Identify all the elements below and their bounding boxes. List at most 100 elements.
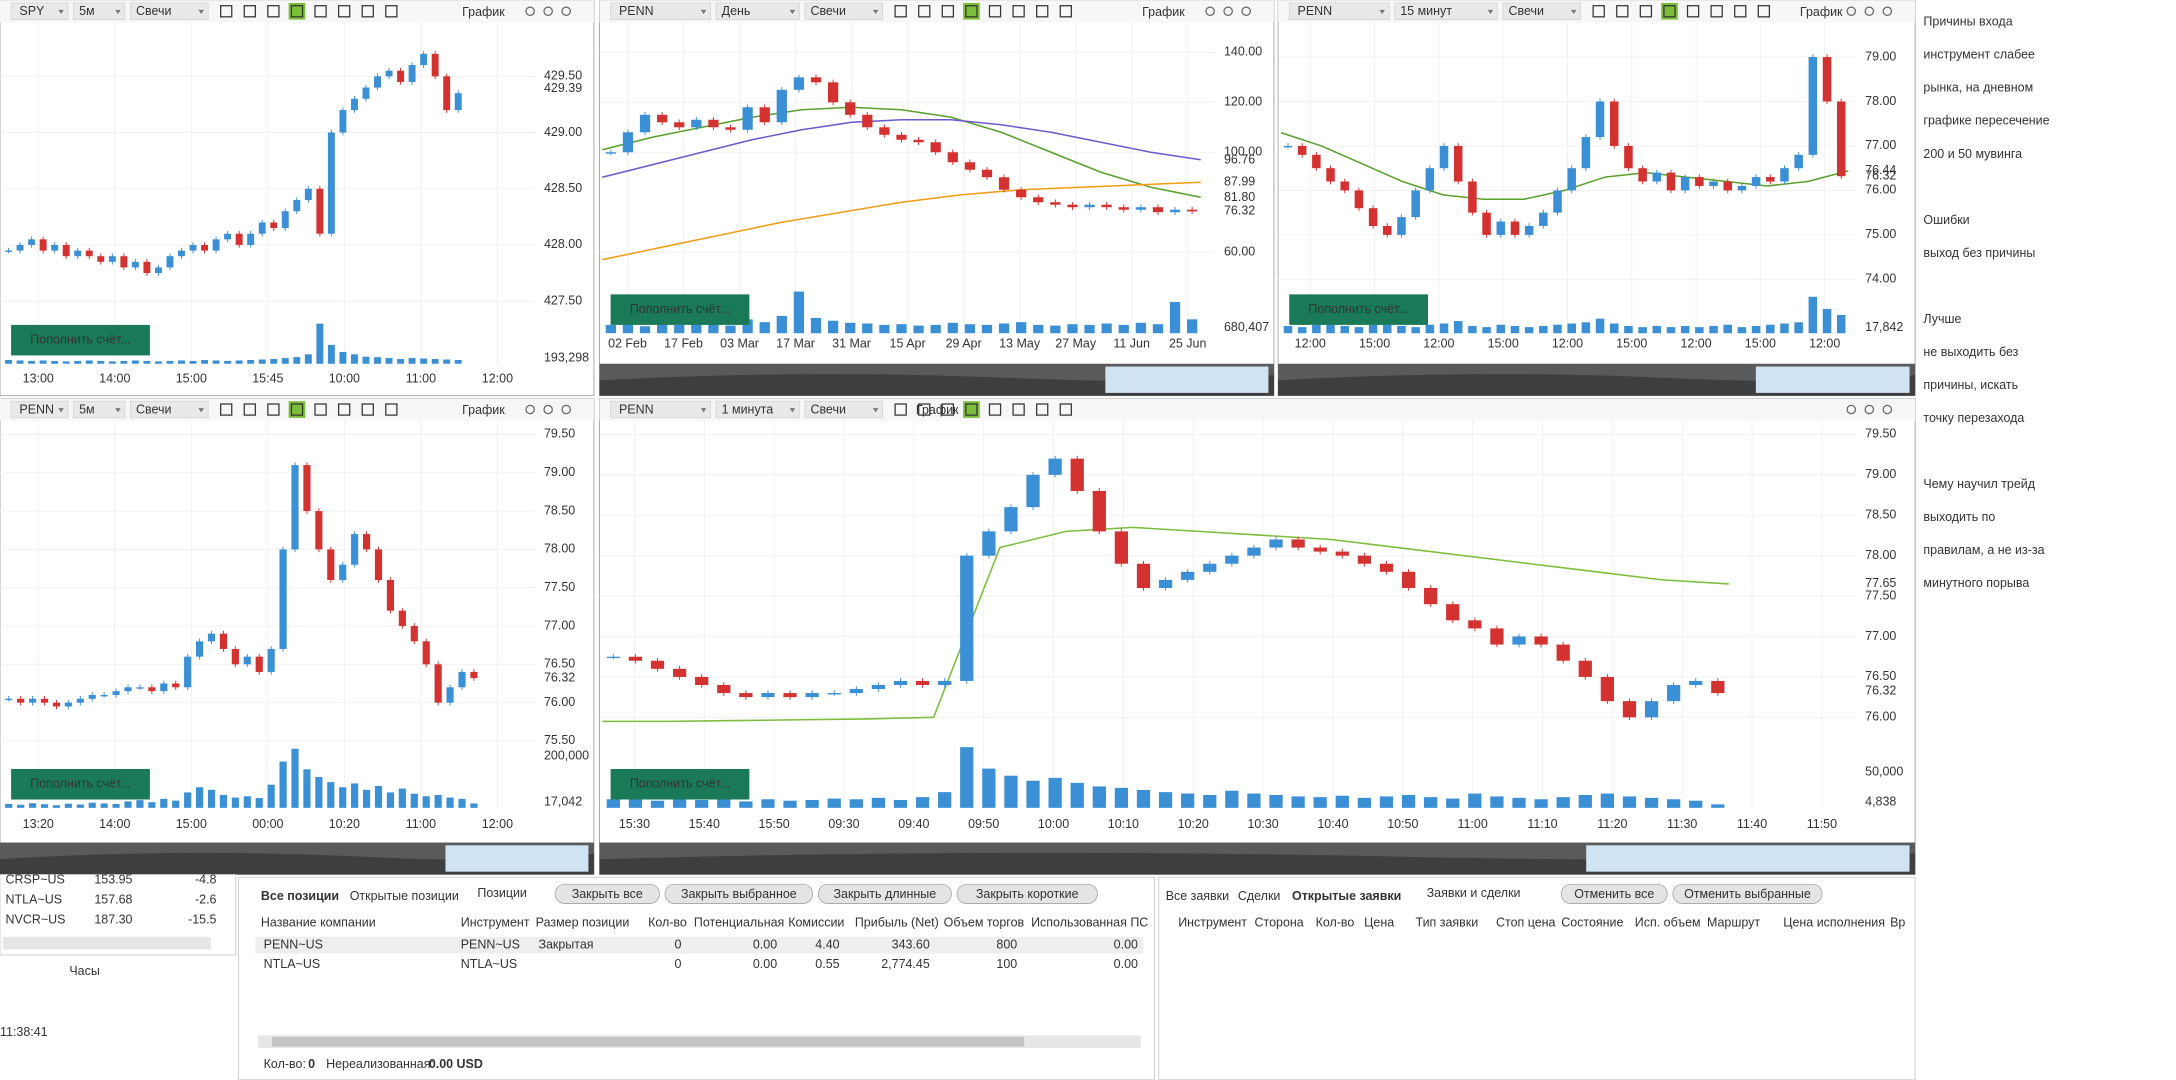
dropdown[interactable] [610, 2, 711, 20]
dropdown[interactable] [715, 2, 800, 20]
collapse-icon[interactable] [525, 6, 535, 17]
scroller-window[interactable] [1586, 845, 1910, 872]
settings-icon[interactable] [1223, 6, 1233, 17]
settings-icon[interactable] [1864, 404, 1875, 415]
scroller-window[interactable] [1755, 366, 1910, 393]
tool-icon[interactable] [385, 5, 398, 18]
fund-button[interactable] [610, 294, 750, 325]
settings-icon[interactable] [543, 404, 553, 415]
settings-icon[interactable] [1864, 6, 1875, 17]
column-header[interactable]: Инструмент [461, 915, 530, 929]
scrollbar-thumb[interactable] [272, 1036, 1025, 1047]
tool-icon[interactable] [988, 403, 1002, 416]
tool-icon[interactable] [314, 403, 327, 416]
column-header[interactable]: Размер позиции [536, 915, 630, 929]
tool-icon[interactable] [290, 5, 304, 18]
tab[interactable]: Все заявки [1166, 889, 1229, 903]
button[interactable] [664, 883, 814, 904]
scrollbar[interactable] [2, 936, 211, 950]
tool-icon[interactable] [243, 5, 256, 18]
column-header[interactable]: Инструмент [1178, 915, 1247, 929]
column-header[interactable]: Цена исполнения [1783, 915, 1885, 929]
column-header[interactable]: Стоп цена [1496, 915, 1556, 929]
tool-icon[interactable] [220, 403, 233, 416]
tool-icon[interactable] [963, 2, 980, 20]
column-header[interactable]: Исп. объем [1635, 915, 1701, 929]
dropdown[interactable] [73, 400, 126, 419]
dropdown[interactable] [715, 400, 800, 419]
tool-icon[interactable] [894, 5, 907, 18]
collapse-icon[interactable] [525, 404, 535, 415]
tool-icon[interactable] [337, 403, 351, 416]
column-header[interactable]: Объем торгов [944, 915, 1025, 929]
tool-icon[interactable] [1663, 5, 1676, 18]
close-icon[interactable] [1882, 404, 1893, 415]
button[interactable] [817, 883, 952, 904]
column-header[interactable]: Название компании [261, 915, 376, 929]
tool-icon[interactable] [965, 5, 978, 18]
collapse-icon[interactable] [1205, 6, 1215, 17]
tool-icon[interactable] [918, 5, 931, 18]
dropdown[interactable] [804, 2, 883, 20]
tab[interactable]: Сделки [1238, 889, 1281, 903]
tool-icon[interactable] [337, 5, 351, 18]
tool-icon[interactable] [1059, 5, 1072, 18]
tool-icon[interactable] [941, 5, 955, 18]
tool-icon[interactable] [288, 2, 306, 20]
close-icon[interactable] [1882, 6, 1893, 17]
tool-icon[interactable] [1036, 403, 1049, 416]
tool-icon[interactable] [941, 403, 955, 416]
tool-icon[interactable] [385, 403, 398, 416]
column-header[interactable]: Комиссии [788, 915, 844, 929]
button[interactable] [1672, 883, 1823, 904]
column-header[interactable]: Состояние [1561, 915, 1623, 929]
dropdown[interactable] [610, 400, 711, 419]
column-header[interactable]: Тип заявки [1416, 915, 1479, 929]
dropdown[interactable] [1288, 2, 1390, 20]
tool-icon[interactable] [361, 5, 374, 18]
dropdown[interactable] [1394, 2, 1498, 20]
tool-icon[interactable] [288, 401, 306, 418]
tool-icon[interactable] [1661, 2, 1678, 20]
tool-icon[interactable] [1639, 5, 1653, 18]
settings-icon[interactable] [543, 6, 553, 17]
tool-icon[interactable] [1059, 403, 1072, 416]
tool-icon[interactable] [1757, 5, 1771, 18]
column-header[interactable]: Кол-во [648, 915, 687, 929]
tool-icon[interactable] [1686, 5, 1700, 18]
tool-icon[interactable] [243, 403, 256, 416]
dropdown[interactable] [130, 400, 209, 419]
dropdown[interactable] [73, 2, 126, 20]
column-header[interactable]: Цена [1364, 915, 1394, 929]
column-header[interactable]: Потенциальная [694, 915, 784, 929]
collapse-icon[interactable] [1846, 404, 1857, 415]
fund-button[interactable] [11, 324, 150, 356]
tool-icon[interactable] [963, 401, 980, 418]
tab[interactable]: Открытые заявки [1292, 889, 1401, 903]
tool-icon[interactable] [1012, 5, 1025, 18]
close-icon[interactable] [1241, 6, 1251, 17]
tool-icon[interactable] [290, 403, 304, 416]
tool-icon[interactable] [1710, 5, 1723, 18]
tool-icon[interactable] [220, 5, 233, 18]
collapse-icon[interactable] [1846, 6, 1857, 17]
tool-icon[interactable] [1734, 5, 1747, 18]
dropdown[interactable] [1502, 2, 1581, 20]
tab[interactable]: Открытые позиции [350, 889, 459, 903]
dropdown[interactable] [10, 400, 69, 419]
tool-icon[interactable] [1036, 5, 1049, 18]
column-header[interactable]: Сторона [1255, 915, 1304, 929]
tool-icon[interactable] [1592, 5, 1605, 18]
close-icon[interactable] [561, 6, 571, 17]
button[interactable] [1560, 883, 1668, 904]
fund-button[interactable] [1289, 294, 1428, 325]
tool-icon[interactable] [267, 403, 280, 416]
scroller-window[interactable] [445, 845, 589, 872]
scroller-window[interactable] [1105, 366, 1269, 393]
column-header[interactable]: Прибыль (Net) [855, 915, 939, 929]
dropdown[interactable] [804, 400, 883, 419]
tab[interactable]: Все позиции [261, 889, 339, 903]
column-header[interactable]: Вр [1890, 915, 1905, 929]
button[interactable] [554, 883, 660, 904]
fund-button[interactable] [610, 768, 750, 800]
